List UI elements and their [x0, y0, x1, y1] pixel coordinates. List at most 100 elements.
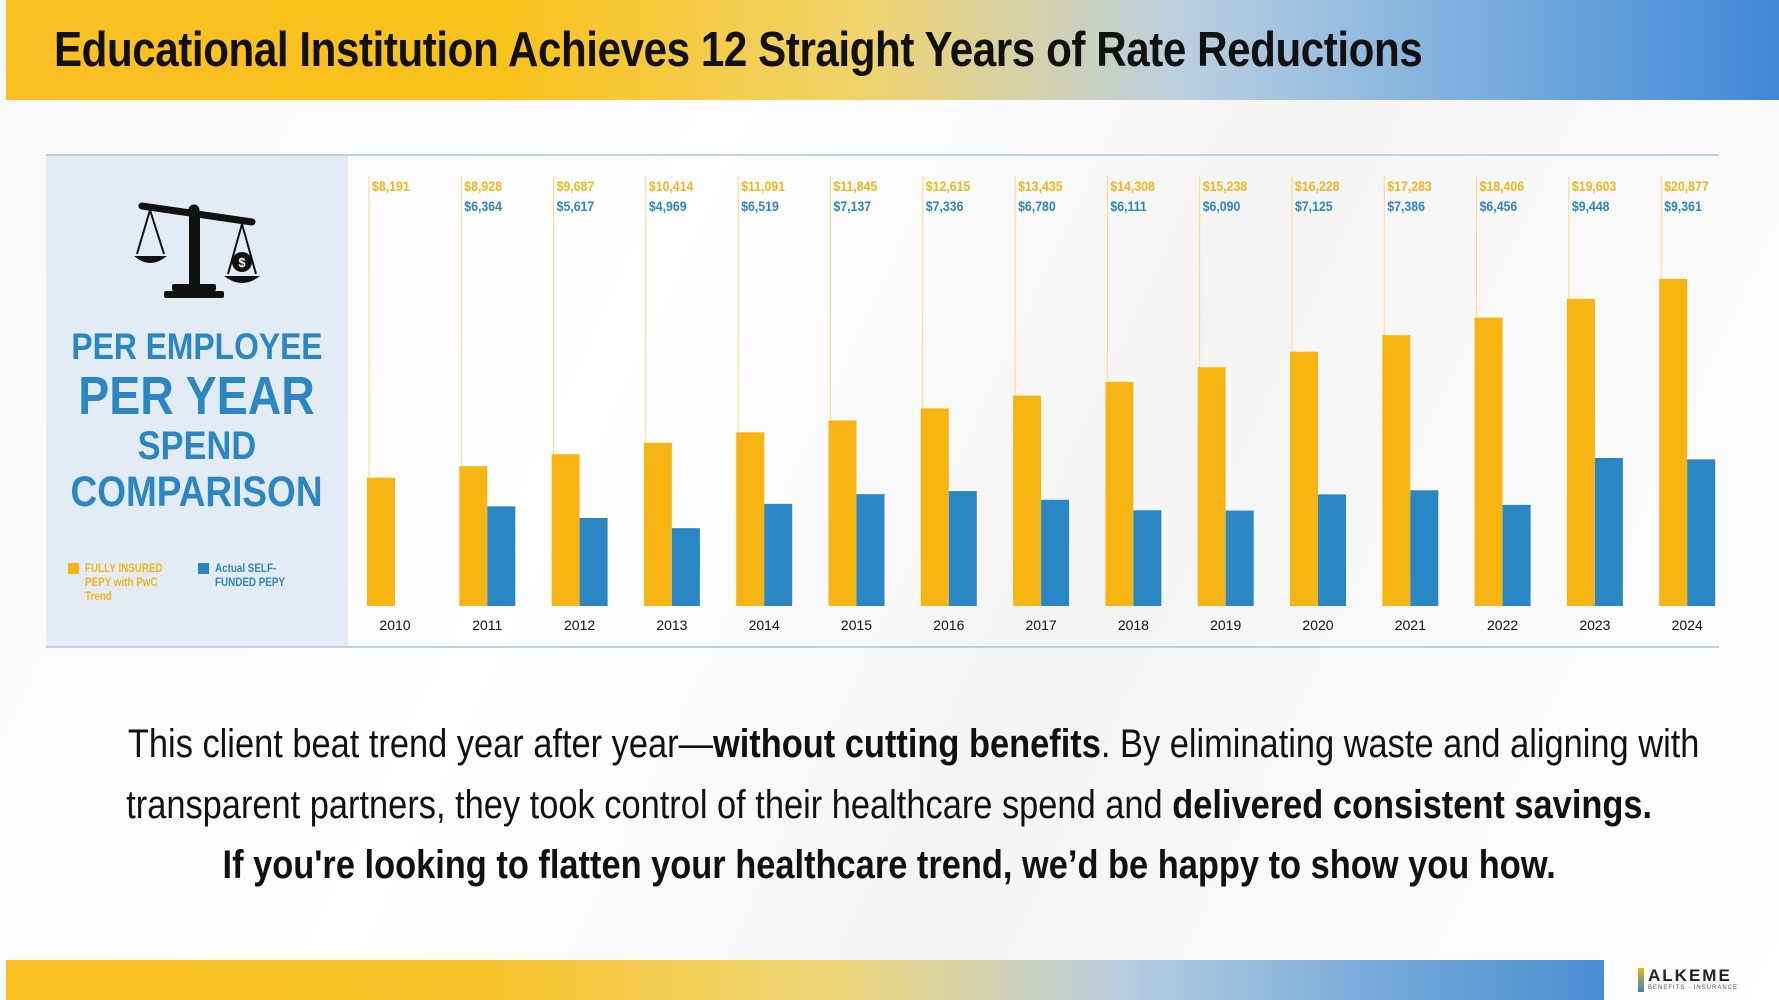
- panel-title-line-4: COMPARISON: [70, 468, 324, 516]
- bar-selffunded-2017: [1041, 499, 1070, 606]
- data-label-insured-2016: $12,615: [926, 178, 970, 194]
- data-label-insured-2010: $8,191: [372, 178, 410, 194]
- bar-selffunded-2013: [671, 528, 700, 606]
- body-line-1: This client beat trend year after year—w…: [0, 722, 1779, 767]
- legend-label-insured: FULLY INSURED PEPY with PwC Trend: [85, 561, 163, 603]
- page-title: Educational Institution Achieves 12 Stra…: [54, 23, 1423, 77]
- bar-selffunded-2018: [1133, 510, 1162, 606]
- data-label-selffunded-2016: $7,336: [926, 198, 964, 214]
- bar-selffunded-2011: [487, 506, 516, 606]
- data-label-insured-2013: $10,414: [649, 178, 694, 194]
- data-label-selffunded-2021: $7,386: [1387, 198, 1425, 214]
- bar-insured-2013: [643, 442, 672, 606]
- chart-side-panel: $ PER EMPLOYEE PER YEAR SPEND COMPARISON…: [46, 156, 348, 646]
- bar-selffunded-2015: [856, 494, 885, 606]
- bar-selffunded-2022: [1502, 504, 1531, 606]
- bar-insured-2020: [1290, 351, 1318, 606]
- bar-selffunded-2021: [1410, 490, 1439, 606]
- x-tick-label-2016: 2016: [933, 617, 964, 633]
- svg-text:$: $: [238, 255, 246, 270]
- legend-swatch-selffunded: [198, 563, 209, 574]
- data-label-insured-2018: $14,308: [1110, 178, 1154, 194]
- bar-insured-2016: [920, 408, 949, 606]
- bar-insured-2024: [1659, 278, 1688, 606]
- bar-selffunded-2012: [579, 518, 608, 606]
- scales-of-justice-icon: $: [134, 202, 260, 298]
- data-label-selffunded-2014: $6,519: [741, 198, 779, 214]
- body-line-2-emphasis: delivered consistent savings.: [1172, 783, 1653, 827]
- bar-insured-2017: [1013, 395, 1042, 606]
- data-label-insured-2020: $16,228: [1295, 178, 1339, 194]
- bar-selffunded-2019: [1225, 510, 1254, 606]
- chart-frame: [46, 154, 1719, 648]
- data-label-insured-2022: $18,406: [1480, 178, 1524, 194]
- data-label-insured-2011: $8,928: [464, 178, 502, 194]
- data-label-insured-2017: $13,435: [1018, 178, 1062, 194]
- x-tick-label-2023: 2023: [1579, 617, 1610, 633]
- data-label-selffunded-2022: $6,456: [1480, 198, 1518, 214]
- logo-tagline: BENEFITS · INSURANCE: [1648, 985, 1739, 991]
- title-banner: Educational Institution Achieves 12 Stra…: [6, 0, 1779, 100]
- panel-title-line-1: PER EMPLOYEE: [71, 326, 323, 367]
- bar-insured-2019: [1197, 367, 1226, 606]
- bar-insured-2018: [1105, 381, 1134, 606]
- x-tick-label-2021: 2021: [1395, 617, 1426, 633]
- bar-insured-2023: [1566, 298, 1595, 606]
- x-tick-label-2012: 2012: [564, 617, 595, 633]
- bar-selffunded-2023: [1594, 457, 1623, 606]
- bar-selffunded-2020: [1318, 494, 1346, 606]
- alkeme-logo: ALKEME BENEFITS · INSURANCE: [1636, 966, 1746, 996]
- body-line-1-tail: . By eliminating waste and aligning with: [1100, 722, 1700, 766]
- data-label-selffunded-2024: $9,361: [1664, 198, 1702, 214]
- body-line-1-emphasis: without cutting benefits: [712, 722, 1101, 766]
- data-label-insured-2023: $19,603: [1572, 178, 1616, 194]
- bar-selffunded-2024: [1687, 459, 1716, 606]
- logo-mark-icon: [1638, 968, 1644, 992]
- data-label-selffunded-2012: $5,617: [557, 198, 595, 214]
- data-label-insured-2019: $15,238: [1203, 178, 1247, 194]
- x-tick-label-2020: 2020: [1302, 617, 1333, 633]
- x-tick-label-2022: 2022: [1487, 617, 1518, 633]
- x-tick-label-2010: 2010: [379, 617, 410, 633]
- data-label-selffunded-2013: $4,969: [649, 198, 687, 214]
- x-tick-label-2013: 2013: [656, 617, 687, 633]
- data-label-insured-2015: $11,845: [834, 178, 878, 194]
- x-tick-label-2017: 2017: [1026, 617, 1057, 633]
- legend-label-selffunded: Actual SELF-FUNDED PEPY: [215, 561, 285, 589]
- data-label-selffunded-2018: $6,111: [1110, 198, 1146, 214]
- x-tick-label-2015: 2015: [841, 617, 872, 633]
- x-tick-label-2011: 2011: [472, 617, 502, 633]
- data-label-selffunded-2011: $6,364: [464, 198, 502, 214]
- body-line-2-text: transparent partners, they took control …: [126, 783, 1173, 827]
- logo-wordmark: ALKEME: [1648, 966, 1732, 985]
- data-label-insured-2012: $9,687: [557, 178, 595, 194]
- bar-insured-2011: [459, 466, 488, 606]
- bar-insured-2015: [828, 420, 857, 606]
- x-tick-label-2024: 2024: [1672, 617, 1703, 633]
- body-line-1-text: This client beat trend year after year—: [127, 722, 713, 766]
- bar-selffunded-2016: [948, 491, 977, 606]
- data-label-selffunded-2017: $6,780: [1018, 198, 1056, 214]
- data-label-insured-2024: $20,877: [1664, 178, 1708, 194]
- footer-banner: [6, 960, 1604, 1000]
- bar-insured-2010: [367, 477, 395, 606]
- body-line-2: transparent partners, they took control …: [0, 783, 1779, 828]
- x-tick-label-2019: 2019: [1210, 617, 1241, 633]
- data-label-selffunded-2020: $7,125: [1295, 198, 1333, 214]
- body-line-3: If you're looking to flatten your health…: [222, 843, 1557, 887]
- bar-selffunded-2014: [764, 503, 793, 606]
- bar-insured-2014: [736, 432, 765, 606]
- panel-title-line-3: SPEND: [137, 424, 257, 468]
- x-tick-label-2014: 2014: [749, 617, 780, 633]
- data-label-selffunded-2023: $9,448: [1572, 198, 1610, 214]
- data-label-insured-2014: $11,091: [741, 178, 785, 194]
- bar-insured-2022: [1474, 317, 1503, 606]
- x-tick-label-2018: 2018: [1118, 617, 1149, 633]
- bar-insured-2012: [551, 454, 580, 606]
- legend-swatch-insured: [68, 563, 79, 574]
- data-label-selffunded-2019: $6,090: [1203, 198, 1241, 214]
- data-label-selffunded-2015: $7,137: [834, 198, 872, 214]
- panel-title-line-2: PER YEAR: [78, 366, 316, 426]
- bar-insured-2021: [1382, 335, 1411, 606]
